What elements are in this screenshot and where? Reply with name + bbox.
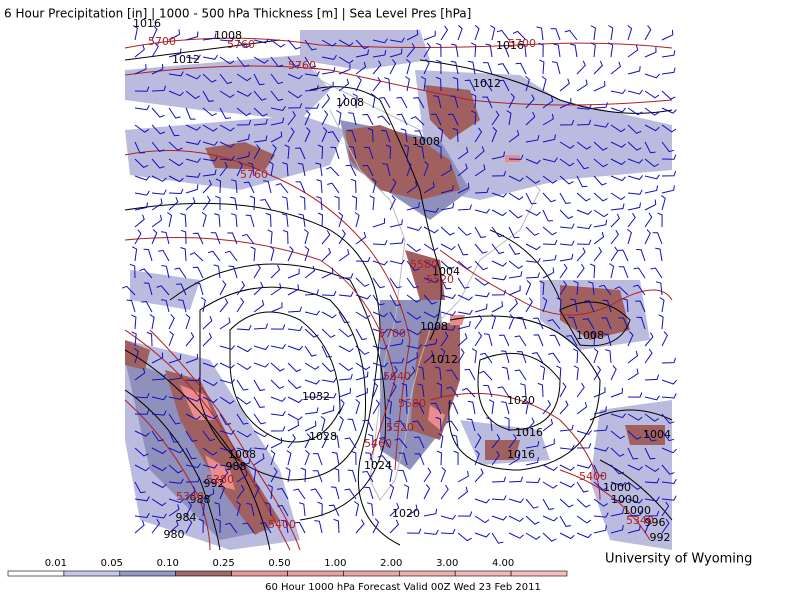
isobar-label: 1008 xyxy=(420,320,448,333)
isobar-label: 1020 xyxy=(507,394,535,407)
thickness-label: 5700 xyxy=(148,35,176,48)
thickness-label: 5520 xyxy=(426,273,454,286)
isobar-label: 1016 xyxy=(133,17,161,30)
isobar-label: 996 xyxy=(645,516,666,529)
isobar-label: 984 xyxy=(176,511,197,524)
legend-label: 0.10 xyxy=(157,558,179,569)
legend-label: 0.25 xyxy=(212,558,234,569)
thickness-label: 5580 xyxy=(398,397,426,410)
thickness-label: 5700 xyxy=(508,37,536,50)
legend-label: 4.00 xyxy=(492,558,514,569)
legend-swatch xyxy=(398,570,456,577)
legend-swatch xyxy=(63,570,121,577)
thickness-label: 5340 xyxy=(176,490,204,503)
isobar-label: 992 xyxy=(650,531,671,544)
legend-label: 1.00 xyxy=(324,558,346,569)
footer: 60 Hour 1000 hPa Forecast Valid 00Z Wed … xyxy=(265,582,541,593)
thickness-label: 5760 xyxy=(227,38,255,51)
legend-swatch xyxy=(510,570,568,577)
isobar-contours xyxy=(124,39,673,551)
isobar-label: 1004 xyxy=(643,428,671,441)
thickness-contours xyxy=(124,37,673,551)
isobar-label: 1004 xyxy=(432,265,460,278)
isobar-label: 1008 xyxy=(228,448,256,461)
legend-swatch xyxy=(287,570,344,577)
thickness-label: 5760 xyxy=(240,168,268,181)
isobar-label: 980 xyxy=(164,528,185,541)
thickness-label: 5400 xyxy=(268,518,296,531)
legend-swatch xyxy=(7,570,65,577)
map-title: 6 Hour Precipitation [in] | 1000 - 500 h… xyxy=(4,7,471,21)
isobar-label: 1008 xyxy=(576,329,604,342)
isobar-label: 1012 xyxy=(430,353,458,366)
thickness-label: 5700 xyxy=(378,327,406,340)
coastline xyxy=(299,39,541,501)
legend-swatch xyxy=(119,570,177,577)
legend-label: 3.00 xyxy=(436,558,458,569)
isobar-label: 1016 xyxy=(515,426,543,439)
legend-swatch xyxy=(343,570,400,577)
isobar-label: 1012 xyxy=(172,53,200,66)
isobar-label: 1000 xyxy=(623,504,651,517)
wind-barbs xyxy=(121,25,677,544)
isobar-label: 1000 xyxy=(611,493,639,506)
isobar-label: 1028 xyxy=(309,430,337,443)
isobar-label: 1012 xyxy=(473,77,501,90)
legend-label: 0.01 xyxy=(45,558,67,569)
thickness-label: 5520 xyxy=(386,421,414,434)
legend-label: 0.05 xyxy=(101,558,123,569)
legend-label: 0.50 xyxy=(268,558,290,569)
legend-swatch xyxy=(454,570,512,577)
thickness-label: 5580 xyxy=(410,258,438,271)
isobar-label: 1016 xyxy=(507,448,535,461)
isobar-label: 1024 xyxy=(364,459,392,472)
thickness-label: 5460 xyxy=(364,437,392,450)
legend-swatch xyxy=(175,570,232,577)
isobar-label: 1008 xyxy=(336,96,364,109)
isobar-label: 988 xyxy=(226,460,247,473)
thickness-label: 5400 xyxy=(579,470,607,483)
credit: University of Wyoming xyxy=(605,552,752,567)
isobar-label: 1032 xyxy=(302,390,330,403)
thickness-label: 5640 xyxy=(383,370,411,383)
isobar-label: 992 xyxy=(204,477,225,490)
thickness-label: 5340 xyxy=(626,514,654,527)
legend-label: 2.00 xyxy=(380,558,402,569)
isobar-label: 988 xyxy=(190,493,211,506)
legend-swatch xyxy=(231,570,288,577)
thickness-label: 5760 xyxy=(288,59,316,72)
isobar-label: 1008 xyxy=(412,135,440,148)
isobar-label: 1020 xyxy=(392,507,420,520)
thickness-label: 5280 xyxy=(206,473,234,486)
isobar-label: 1016 xyxy=(496,39,524,52)
isobar-label: 1000 xyxy=(603,481,631,494)
isobar-label: 1008 xyxy=(214,29,242,42)
